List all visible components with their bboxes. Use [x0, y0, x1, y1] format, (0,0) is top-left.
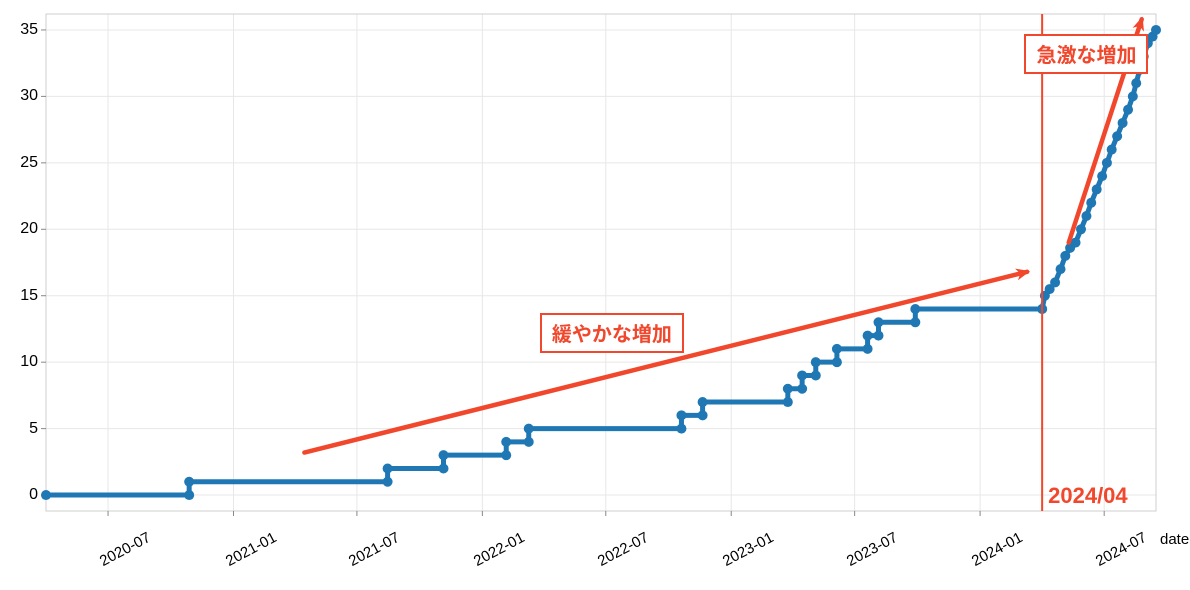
chart-svg [0, 0, 1190, 590]
y-tick-label: 30 [20, 87, 38, 105]
y-tick-label: 10 [20, 353, 38, 371]
y-tick-label: 0 [29, 486, 38, 504]
y-tick-label: 25 [20, 154, 38, 172]
y-tick-label: 20 [20, 220, 38, 238]
chart-container: 05101520253035 2020-072021-012021-072022… [0, 0, 1190, 590]
annotation-slow-increase: 緩やかな増加 [540, 313, 684, 353]
vertical-line-label: 2024/04 [1048, 483, 1128, 509]
y-tick-label: 15 [20, 287, 38, 305]
annotation-rapid-increase: 急激な増加 [1024, 34, 1148, 74]
x-axis-title: date [1160, 531, 1189, 548]
y-tick-label: 5 [29, 420, 38, 438]
y-tick-label: 35 [20, 21, 38, 39]
grid-layer [46, 14, 1156, 511]
